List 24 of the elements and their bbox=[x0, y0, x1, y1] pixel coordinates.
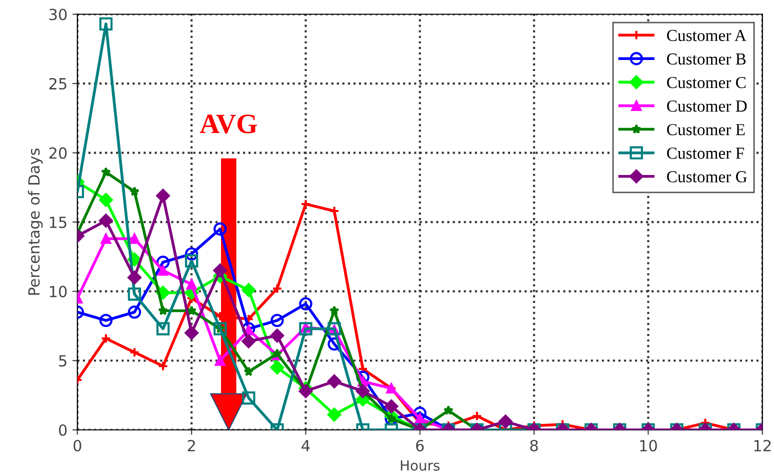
x-tick-label: 12 bbox=[754, 440, 771, 452]
x-axis-title: Hours bbox=[400, 460, 440, 471]
legend-label: Customer A bbox=[667, 30, 746, 42]
x-tick-label: 4 bbox=[302, 440, 310, 452]
legend-label: Customer C bbox=[667, 76, 746, 88]
y-tick-label: 5 bbox=[59, 355, 66, 367]
legend-label: Customer B bbox=[667, 53, 746, 65]
legend-label: Customer E bbox=[667, 124, 745, 136]
x-tick-label: 10 bbox=[640, 440, 657, 452]
x-tick-label: 6 bbox=[416, 440, 424, 452]
y-tick-label: 30 bbox=[49, 8, 67, 20]
y-tick-label: 15 bbox=[50, 216, 66, 228]
x-tick-label: 2 bbox=[188, 440, 195, 452]
y-tick-label: 25 bbox=[49, 78, 66, 90]
y-axis-title: Percentage of Days bbox=[28, 148, 43, 295]
y-tick-label: 20 bbox=[49, 147, 67, 159]
legend-label: Customer F bbox=[667, 148, 744, 159]
legend-label: Customer G bbox=[667, 171, 747, 182]
x-tick-label: 8 bbox=[530, 440, 538, 452]
ref-line-label: AVG bbox=[200, 114, 257, 134]
x-tick-label: 0 bbox=[74, 440, 82, 452]
y-tick-label: 0 bbox=[58, 424, 67, 436]
y-tick-label: 10 bbox=[50, 286, 67, 298]
legend-label: Customer D bbox=[667, 100, 747, 112]
